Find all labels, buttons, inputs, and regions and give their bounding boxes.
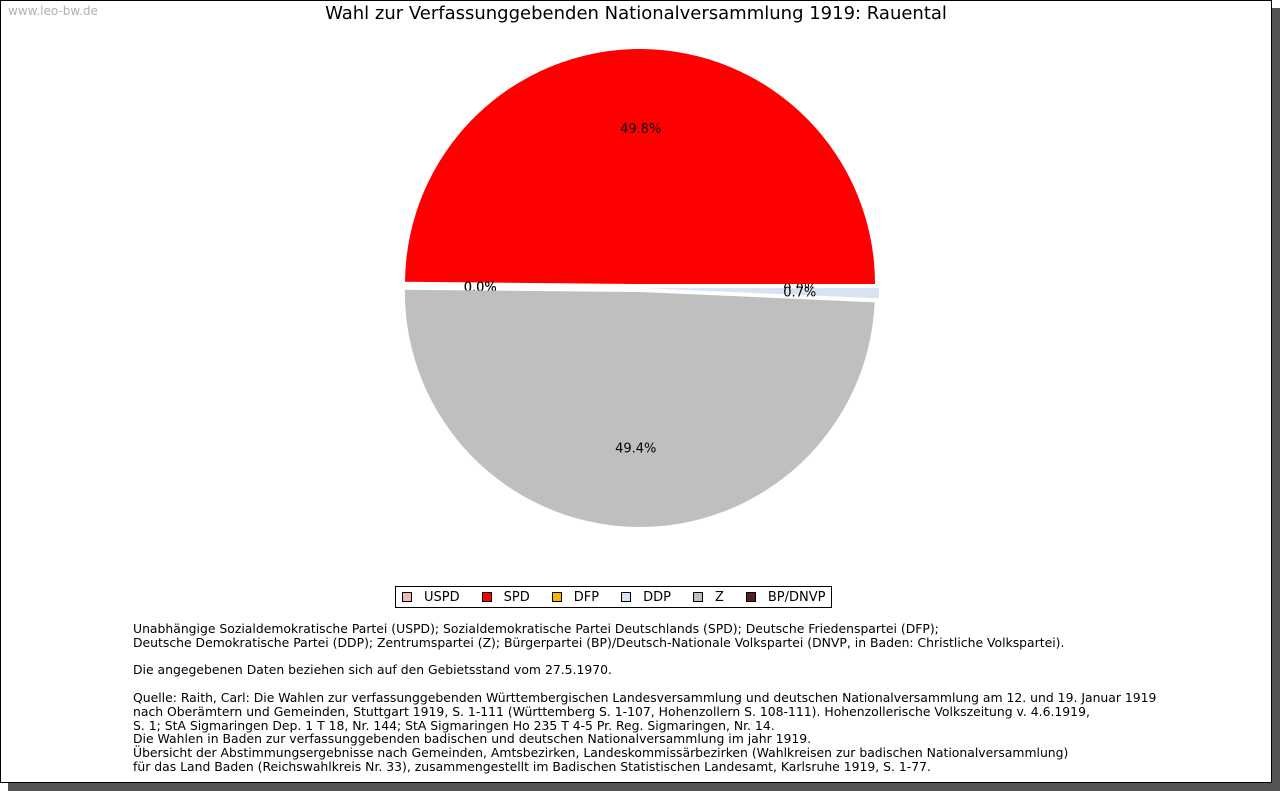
legend: USPD SPD DFP DDP Z BP/DNVP bbox=[395, 586, 833, 608]
pie-slice-ddp bbox=[643, 288, 879, 299]
notes: Unabhängige Sozialdemokratische Partei (… bbox=[133, 622, 1156, 774]
legend-swatch bbox=[551, 592, 562, 602]
legend-item-z: Z bbox=[692, 589, 724, 605]
legend-label: BP/DNVP bbox=[767, 589, 826, 605]
legend-item-dfp: DFP bbox=[551, 589, 600, 605]
slice-label: 49.4% bbox=[615, 442, 656, 457]
slice-label: 49.8% bbox=[620, 122, 661, 137]
legend-swatch bbox=[745, 592, 756, 602]
slice-label: 0.7% bbox=[783, 286, 816, 301]
source-line: Quelle: Raith, Carl: Die Wahlen zur verf… bbox=[133, 689, 1157, 705]
frame-shadow bbox=[1272, 8, 1280, 791]
legend-item-bp-dnvp: BP/DNVP bbox=[745, 589, 826, 605]
gebietsstand-note: Die angegebenen Daten beziehen sich auf … bbox=[133, 662, 612, 678]
chart-title: Wahl zur Verfassunggebenden Nationalvers… bbox=[325, 3, 947, 24]
source-line: für das Land Baden (Reichswahlkreis Nr. … bbox=[133, 758, 931, 774]
legend-item-uspd: USPD bbox=[402, 590, 460, 605]
legend-swatch bbox=[621, 592, 632, 602]
legend-swatch bbox=[481, 592, 492, 602]
legend-item-ddp: DDP bbox=[621, 590, 671, 605]
legend-label: SPD bbox=[503, 589, 530, 605]
source-line: nach Oberämtern und Gemeinden, Stuttgart… bbox=[133, 703, 1090, 719]
legend-swatch bbox=[692, 592, 703, 602]
source-line: Übersicht der Abstimmungsergebnisse nach… bbox=[133, 745, 1069, 761]
pie-slice-z bbox=[404, 289, 875, 527]
pie-chart: 0.0%49.8%0.0%0.0%49.4%0.7% bbox=[404, 49, 879, 527]
legend-label: USPD bbox=[424, 589, 460, 605]
frame-shadow bbox=[8, 783, 1280, 791]
source-line: Die Wahlen in Baden zur verfassunggebend… bbox=[133, 731, 812, 747]
legend-swatch bbox=[402, 592, 412, 602]
abbrev-line: Unabhängige Sozialdemokratische Partei (… bbox=[133, 621, 939, 636]
legend-item-spd: SPD bbox=[481, 589, 530, 605]
source-line: S. 1; StA Sigmaringen Dep. 1 T 18, Nr. 1… bbox=[133, 717, 775, 733]
legend-label: DDP bbox=[643, 589, 671, 605]
legend-label: DFP bbox=[573, 589, 600, 605]
legend-label: Z bbox=[714, 589, 724, 605]
abbrev-line: Deutsche Demokratische Partei (DDP); Zen… bbox=[133, 634, 1065, 650]
watermark: www.leo-bw.de bbox=[8, 4, 98, 18]
pie-slice-spd bbox=[405, 49, 876, 285]
